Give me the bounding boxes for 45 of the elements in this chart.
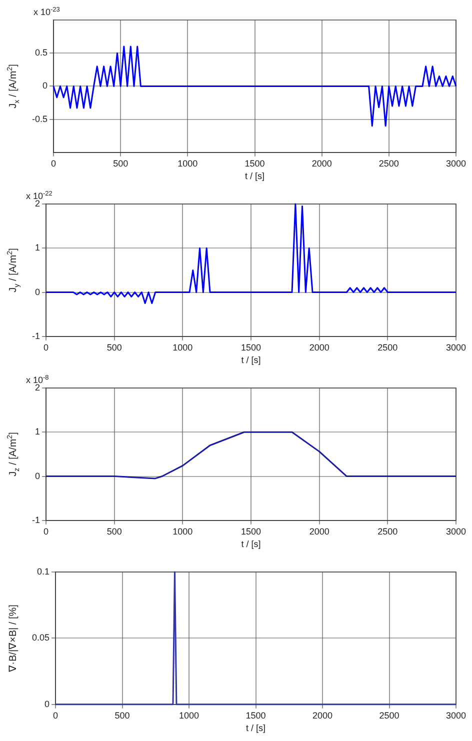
x-tick-label: 2500: [379, 710, 400, 720]
y-tick-label: 0: [34, 286, 40, 297]
y-tick-label: 0.05: [32, 632, 50, 643]
x-tick-label: 2500: [378, 342, 398, 352]
x-tick-label: 500: [106, 342, 122, 352]
x-tick-label: 1500: [240, 526, 262, 536]
x-tick-label: 3000: [446, 710, 466, 720]
y-tick-label: 0.5: [34, 48, 48, 58]
x-tick-label: 1000: [178, 158, 198, 168]
y-tick-label: 0: [44, 698, 50, 709]
x-tick-label: 2000: [309, 342, 330, 352]
x-tick-label: 3000: [446, 342, 466, 352]
x-tick-label: 2000: [309, 526, 330, 536]
y-tick-label: 0.1: [37, 566, 50, 576]
x-tick-label: 500: [106, 526, 122, 536]
y-tick-label: 0: [42, 80, 48, 91]
x-tick-label: 1000: [172, 526, 193, 536]
y-tick-label: -1: [32, 330, 40, 341]
y-tick-label: -1: [32, 514, 40, 525]
y-axis-title: ∇·B/|∇×B| / [%]: [8, 604, 19, 673]
x-axis-title: t / [s]: [241, 539, 261, 550]
x-tick-label: 2000: [312, 710, 333, 720]
x-tick-label: 1500: [244, 158, 265, 168]
x-tick-label: 1000: [178, 710, 200, 720]
y-tick-label: 2: [34, 382, 40, 392]
x-axis-title: t / [s]: [244, 171, 265, 182]
x-tick-label: 2500: [378, 526, 398, 536]
y-tick-label: 1: [34, 426, 40, 437]
x-tick-label: 500: [113, 158, 128, 168]
x-axis-title: t / [s]: [241, 355, 261, 366]
y-tick-label: 0: [34, 470, 40, 481]
x-tick-label: 1000: [172, 342, 193, 352]
x-axis-title: t / [s]: [246, 723, 266, 734]
x-tick-label: 0: [51, 158, 56, 168]
x-tick-label: 1500: [240, 342, 262, 352]
x-tick-label: 3000: [446, 158, 466, 168]
x-tick-label: 500: [114, 710, 130, 720]
x-tick-label: 2000: [312, 158, 332, 168]
x-tick-label: 1500: [246, 710, 266, 720]
y-tick-label: -0.5: [32, 114, 48, 124]
x-tick-label: 3000: [446, 526, 466, 536]
x-tick-label: 0: [53, 710, 58, 720]
y-tick-label: 2: [34, 198, 40, 208]
x-tick-label: 2500: [378, 158, 399, 168]
y-tick-label: 1: [34, 242, 40, 253]
